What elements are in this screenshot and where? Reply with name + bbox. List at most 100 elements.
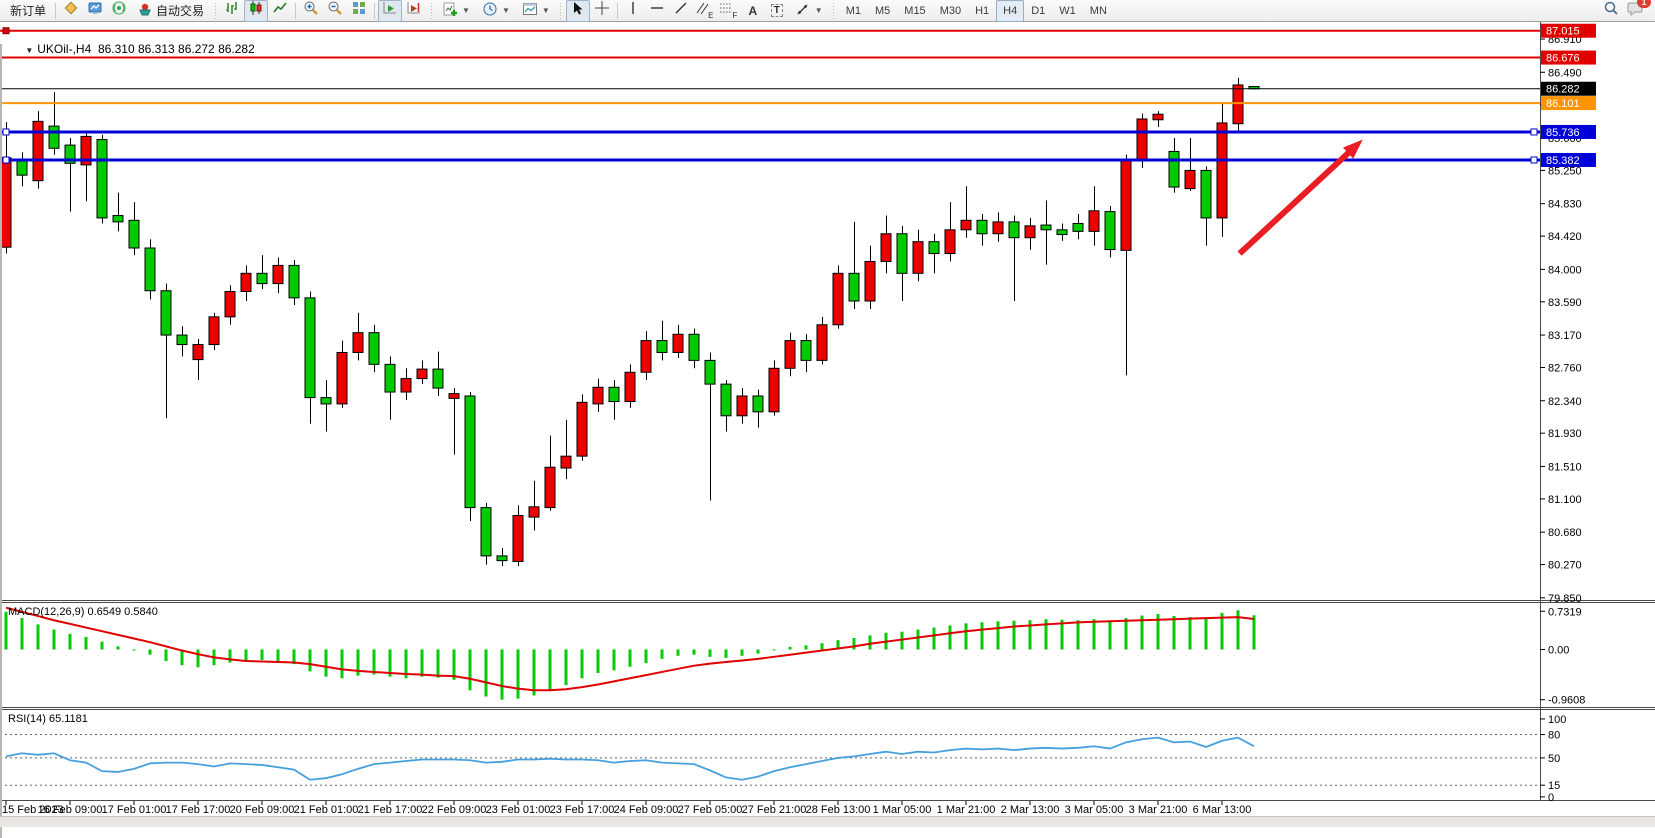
toolbar-grip[interactable] [213,2,218,19]
chevron-down-icon: ▼ [462,6,470,15]
macd-histogram-bar [20,618,24,650]
candlestick-chart-icon [248,0,264,21]
macd-histogram-bar [1252,615,1256,650]
market-package-button[interactable] [59,0,83,22]
signals-button[interactable] [107,0,131,22]
fibonacci-button[interactable]: F [717,0,741,22]
candle [528,506,540,518]
tab-timeframe-m30[interactable]: M30 [939,4,962,17]
periods-button[interactable]: ▼ [476,0,516,22]
chart-template-button[interactable]: ▼ [516,0,556,22]
trendline-button[interactable] [669,0,693,22]
tab-timeframe-h4[interactable]: H4 [996,0,1025,22]
time-tick-label: 24 Feb 09:00 [614,804,679,816]
candle [64,144,76,164]
candle [1136,118,1148,160]
chart-shift-button[interactable] [402,0,426,22]
line-handle[interactable] [2,128,10,136]
candle [992,221,1004,235]
macd-histogram-bar [436,649,440,678]
candle [0,157,12,248]
trend-arrow-shaft[interactable] [1237,145,1357,256]
price-tick-label: 80.680 [1548,527,1582,539]
candle [1216,122,1228,219]
macd-histogram-bar [1124,618,1128,650]
tile-windows-button[interactable] [347,0,371,22]
toolbar-grip[interactable] [831,2,836,19]
strategy-monitor-button[interactable] [83,0,107,22]
macd-histogram-bar [84,636,88,650]
time-tick-label: 21 Feb 01:00 [294,804,359,816]
candle [464,395,476,509]
equidistant-channel-button[interactable]: E [693,0,717,22]
macd-histogram-bar [740,649,744,656]
trend-arrow-head[interactable] [1343,139,1363,159]
tab-timeframe-h1[interactable]: H1 [975,4,990,17]
zoom-out-icon [327,0,343,21]
tab-timeframe-m15[interactable]: M15 [904,4,926,17]
auto-trading-button[interactable]: 自动交易 [131,0,210,22]
tab-timeframe-m1[interactable]: M1 [845,4,861,17]
search-icon[interactable] [1603,0,1619,21]
chart-title: ▼ UKOil-,H4 86.310 86.313 86.272 86.282 [12,28,254,70]
toolbar-grip[interactable] [558,2,563,19]
zoom-in-button[interactable] [299,0,323,22]
price-badge-label: 86.282 [1546,84,1580,96]
new-order-button[interactable]: 新订单 [4,0,52,22]
crosshair-button[interactable] [590,0,614,22]
toolbar-grip[interactable] [429,2,434,19]
line-handle[interactable] [2,27,10,35]
cursor-button[interactable] [565,0,590,22]
tab-timeframe-d1[interactable]: D1 [1031,4,1046,17]
time-tick-label: 17 Feb 17:00 [166,804,231,816]
chart-template-icon [522,1,538,20]
notification-badge: 1 [1637,0,1651,8]
macd-histogram-bar [244,649,248,661]
candle [624,371,636,403]
time-tick-label: 23 Feb 17:00 [550,804,615,816]
candle [16,160,28,176]
arrows-button[interactable]: ▼ [789,0,829,22]
line-chart-button[interactable] [268,0,292,22]
candle [1232,84,1244,125]
auto-trading-icon [137,1,153,20]
macd-histogram-bar [1060,619,1064,650]
line-handle[interactable] [2,156,10,164]
line-handle[interactable] [1530,156,1538,164]
macd-histogram-bar [644,649,648,664]
line-handle[interactable] [1530,128,1538,136]
add-indicator-button[interactable]: ▼ [436,0,476,22]
tab-timeframe-mn[interactable]: MN [1089,4,1107,17]
tab-timeframe-m5[interactable]: M5 [875,4,891,17]
candle [384,363,396,393]
toolbar: 新订单 自动交易 [0,0,1655,22]
macd-histogram-bar [292,649,296,665]
candle [304,297,316,399]
candle [1168,150,1180,188]
macd-histogram-bar [372,649,376,675]
macd-histogram-bar [116,646,120,650]
auto-scroll-button[interactable] [378,0,403,22]
symbol-dropdown-icon[interactable]: ▼ [25,46,34,55]
add-indicator-icon [442,1,458,20]
candle [592,386,604,405]
candle [912,241,924,274]
tab-timeframe-w1[interactable]: W1 [1059,4,1076,17]
bar-chart-button[interactable] [220,0,244,22]
rsi-tick-label: 50 [1548,753,1560,765]
notifications-button[interactable]: 1 [1627,0,1651,21]
macd-tick-label: -0.9608 [1548,695,1585,707]
candlestick-chart-button[interactable] [244,0,269,22]
candle [928,241,940,255]
chart-plot-area[interactable]: 86.91086.49086.08085.66085.25084.83084.4… [0,22,1655,816]
trendline-icon [673,0,689,21]
zoom-out-button[interactable] [323,0,347,22]
horizontal-line-button[interactable] [645,0,669,22]
text-label-button[interactable]: T [765,0,789,22]
arrows-icon [795,1,811,20]
candle [176,334,188,346]
bar-chart-icon [224,0,240,21]
vertical-line-button[interactable] [621,0,645,22]
text-button[interactable]: A [741,0,765,22]
candle [672,333,684,353]
